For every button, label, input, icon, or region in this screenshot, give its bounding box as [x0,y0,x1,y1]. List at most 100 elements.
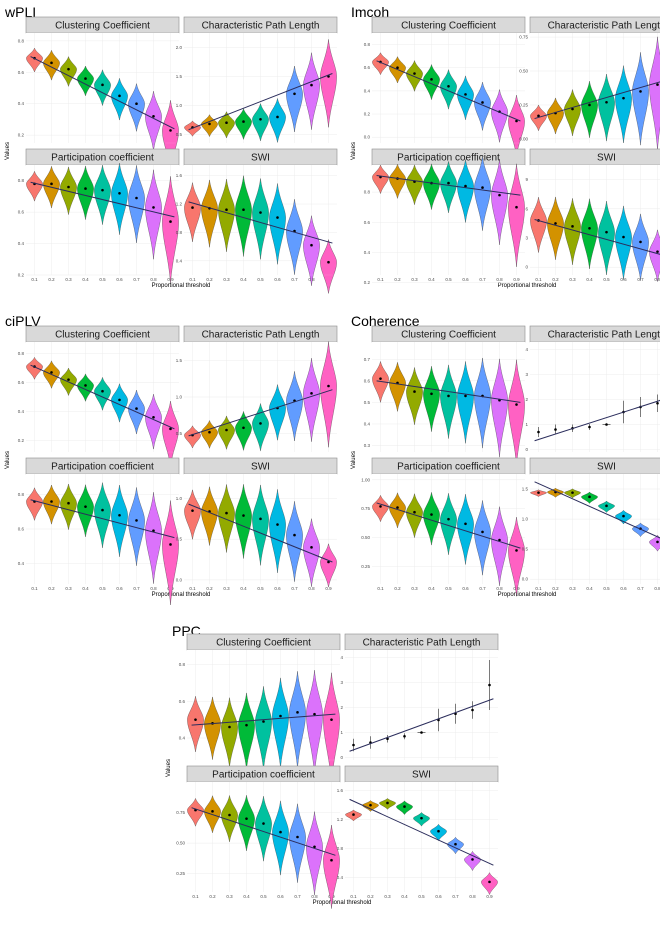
mean-point [327,560,330,564]
panel-title: SWI [412,770,431,781]
panel-border [183,32,338,144]
violin-0.3 [218,111,235,139]
mean-point [430,513,433,516]
group-title: wPLI [4,4,36,20]
violin-0.7 [632,213,649,281]
violin-0.3 [564,198,581,265]
x-tick-label: 0.1 [535,277,542,282]
violin-0.3 [218,484,235,553]
violin-0.7 [286,65,303,133]
x-tick-label: 0.7 [291,586,298,591]
mean-point [639,240,642,244]
trend-line [188,73,333,131]
mean-point [67,185,70,189]
violin-0.7 [474,500,491,576]
y-axis-title: Values [351,142,357,160]
violin-0.9 [508,517,525,597]
mean-point [135,407,138,410]
mean-point [639,90,642,93]
panel-title: Clustering Coefficient [401,330,496,341]
panel-title: Characteristic Path Length [202,330,320,341]
y-tick-label: 0.8 [179,662,186,667]
violin-0.2 [547,196,564,260]
x-tick-label: 0.5 [445,586,452,591]
mean-point [537,114,540,118]
mean-point [481,530,484,534]
violin-0.1 [26,356,43,380]
violin-0.3 [218,415,235,450]
violin-0.4 [235,175,252,257]
group-title: Coherence [351,313,420,329]
panel-characteristic-path-length: Characteristic Path Length 4 3 2 1 0 [340,633,499,761]
panel-title: SWI [597,153,616,164]
panel-title: Participation coefficient [397,462,500,473]
mean-point [152,529,155,533]
mean-point [101,508,104,512]
violin-0.2 [389,164,406,199]
y-axis-title: Values [351,451,357,469]
violin-0.8 [464,850,481,871]
violin-0.5 [440,364,457,439]
mean-point [118,513,121,517]
mean-point [276,523,279,526]
x-tick-label: 0.7 [637,586,644,591]
violin-0.3 [564,89,581,136]
panel-border [186,649,341,761]
y-tick-label: 0.2 [18,133,25,138]
panel-characteristic-path-length: Characteristic Path Length 1.5 1.0 0.5 [176,325,338,453]
x-tick-label: 0.7 [294,894,301,899]
x-tick-label: 0.4 [240,586,247,591]
x-tick-label: 0.8 [150,277,157,282]
x-tick-label: 0.3 [569,277,576,282]
y-tick-label: 0.25 [361,564,370,569]
violin-0.8 [303,518,320,587]
mean-point [352,813,355,816]
violin-0.5 [440,493,457,555]
violin-0.5 [440,69,457,110]
mean-point [225,121,228,125]
y-tick-label: 0 [525,447,528,452]
y-tick-label: 0.4 [18,409,25,414]
mean-point [588,425,591,429]
mean-point [259,211,262,214]
x-tick-label: 0.3 [223,586,230,591]
x-tick-label: 0.5 [99,277,106,282]
mean-point [118,94,121,98]
mean-point [571,225,574,228]
panel-title: Participation coefficient [51,462,154,473]
y-tick-label: 0.5 [176,431,183,436]
violin-0.9 [481,872,498,896]
x-tick-label: 0.1 [189,277,196,282]
x-tick-label: 0.6 [435,894,442,899]
mean-point [605,423,608,426]
y-tick-label: 0.25 [176,871,185,876]
mean-point [656,540,659,544]
trend-line [376,175,521,196]
y-tick-label: 0 [525,265,528,270]
violin-0.4 [235,484,252,559]
panel-characteristic-path-length: Characteristic Path Length 2.0 1.5 1.0 0.5 [176,16,338,144]
violin-0.1 [187,696,204,752]
x-tick-label: 0.7 [452,894,459,899]
x-tick-label: 0.1 [189,586,196,591]
violin-0.5 [94,69,111,106]
violin-0.7 [632,52,649,146]
x-tick-label: 0.4 [428,586,435,591]
mean-point [515,403,518,406]
trend-line [191,713,336,726]
mean-point [330,858,333,862]
mean-point [471,708,474,712]
x-tick-label: 0.2 [206,586,213,591]
panel-border [25,164,180,276]
mean-point [84,77,87,80]
panel-strip [529,148,660,166]
y-tick-label: 0.8 [18,38,25,43]
y-tick-label: 0.0 [522,577,529,582]
x-axis-title: Proportional threshold [152,283,211,289]
mean-point [386,801,389,805]
violin-0.2 [389,492,406,528]
mean-point [50,182,53,186]
mean-point [310,243,313,247]
mean-point [262,822,265,825]
violin-0.7 [286,501,303,582]
